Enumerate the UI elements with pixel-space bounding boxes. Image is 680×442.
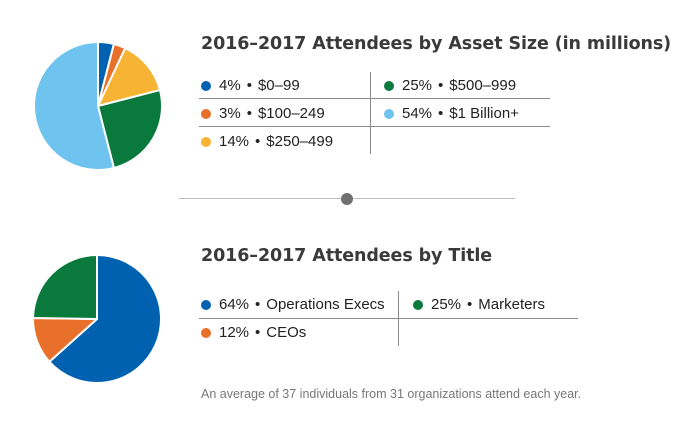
legend-item-marketers: 25% • Marketers [413, 296, 545, 313]
pie-slice-marketers [32, 254, 98, 320]
footnote: An average of 37 individuals from 31 org… [201, 387, 582, 401]
legend-label: $1 Billion+ [449, 105, 519, 122]
legend-separator: • [246, 77, 252, 94]
legend-pct: 54% [402, 105, 433, 122]
legend-pct: 25% [431, 296, 462, 313]
legend-dot [384, 80, 394, 91]
legend-pct: 14% [219, 133, 250, 150]
pie-slice-1-billion [33, 41, 115, 171]
legend-pct: 3% [219, 105, 241, 122]
pie-slice-250-499 [97, 47, 161, 107]
legend-item-500-999: 25% • $500–999 [384, 77, 516, 94]
legend-label: $250–499 [266, 133, 334, 150]
legend-item-1-billion: 54% • $1 Billion+ [384, 105, 519, 122]
legend-dot [384, 108, 394, 119]
legend-separator: • [255, 296, 261, 313]
legend-pct: 4% [219, 77, 241, 94]
legend-label: Marketers [478, 296, 545, 313]
asset-size-chart-title: 2016–2017 Attendees by Asset Size (in mi… [201, 34, 672, 54]
legend-separator: • [246, 105, 252, 122]
legend-label: $500–999 [449, 77, 517, 94]
legend-column-divider [398, 291, 399, 346]
legend-separator: • [438, 77, 444, 94]
legend-dot [201, 80, 211, 91]
pie-slice-500-999 [97, 89, 163, 169]
pie-slice-operations-execs [48, 254, 162, 384]
title-chart-title: 2016–2017 Attendees by Title [201, 246, 493, 266]
legend-item-ceos: 12% • CEOs [201, 324, 306, 341]
legend-pct: 64% [219, 296, 250, 313]
legend-separator: • [255, 133, 261, 150]
legend-rule [199, 318, 578, 319]
legend-dot [201, 327, 211, 338]
legend-separator: • [467, 296, 473, 313]
legend-item-250-499: 14% • $250–499 [201, 133, 333, 150]
legend-column-divider [370, 72, 371, 154]
legend-item-100-249: 3% • $100–249 [201, 105, 325, 122]
legend-rule [199, 98, 550, 99]
legend-pct: 25% [402, 77, 433, 94]
legend-label: $0–99 [257, 77, 300, 94]
legend-dot [201, 108, 211, 119]
legend-dot [201, 299, 211, 310]
legend-item-0-99: 4% • $0–99 [201, 77, 300, 94]
legend-rule [199, 126, 550, 127]
legend-separator: • [438, 105, 444, 122]
asset-size-pie-chart [33, 41, 163, 171]
legend-separator: • [255, 324, 261, 341]
legend-label: $100–249 [257, 105, 325, 122]
legend-dot [201, 136, 211, 147]
legend-pct: 12% [219, 324, 250, 341]
section-divider-dot [341, 193, 353, 205]
title-pie-chart [32, 254, 162, 384]
legend-item-operations-execs: 64% • Operations Execs [201, 296, 385, 313]
legend-label: CEOs [266, 324, 307, 341]
legend-label: Operations Execs [266, 296, 385, 313]
legend-dot [413, 299, 423, 310]
